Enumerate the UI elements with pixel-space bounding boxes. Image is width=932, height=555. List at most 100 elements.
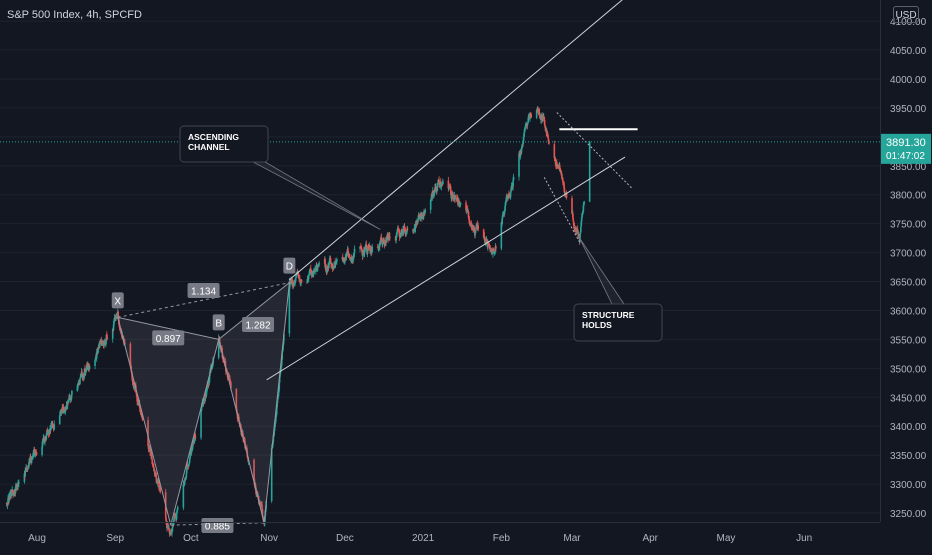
candle-body — [168, 528, 171, 534]
candle-body — [381, 240, 383, 244]
candle-body — [204, 393, 207, 396]
candle-body — [524, 123, 527, 127]
candle-body — [406, 228, 409, 230]
candle-body — [438, 183, 441, 185]
candle-body — [281, 352, 284, 360]
candle-body — [363, 248, 366, 254]
candle-body — [17, 482, 19, 487]
x-tick-label: Aug — [28, 533, 46, 544]
candle-body — [14, 492, 16, 494]
dotted-upper-line — [556, 112, 633, 190]
candle-body — [525, 123, 528, 126]
candle-body — [288, 281, 291, 334]
candle-body — [111, 328, 114, 339]
candle-body — [450, 189, 452, 196]
candle-body — [217, 337, 220, 358]
candle-body — [280, 365, 283, 367]
candle-body — [561, 174, 563, 179]
candle-body — [503, 210, 506, 214]
candle-body — [26, 467, 29, 470]
candle-body — [257, 495, 260, 500]
candle-body — [413, 230, 415, 232]
candle-body — [188, 462, 191, 465]
y-tick-label: 3700.00 — [890, 249, 927, 260]
candle-body — [400, 232, 402, 236]
candle-body — [42, 438, 45, 443]
candle-body — [529, 112, 532, 117]
candle-body — [418, 214, 420, 216]
candle-body — [206, 384, 209, 389]
candle-body — [412, 229, 414, 232]
candle-body — [203, 399, 205, 401]
candle-body — [135, 392, 138, 394]
candle-body — [451, 192, 454, 196]
candle-body — [114, 317, 116, 319]
ratio-box — [242, 317, 275, 333]
candle-body — [6, 504, 9, 506]
candle-body — [275, 415, 277, 422]
candle-body — [228, 375, 231, 381]
y-tick-label: 3350.00 — [890, 451, 927, 462]
y-tick-label: 3550.00 — [890, 335, 927, 346]
candle-body — [275, 414, 278, 416]
candle-body — [68, 397, 70, 401]
candle-body — [49, 428, 51, 434]
candle-body — [306, 278, 309, 283]
y-tick-label: 3500.00 — [890, 364, 927, 375]
candle-body — [345, 252, 348, 257]
candle-body — [88, 365, 91, 370]
candle-body — [176, 510, 178, 514]
callout-box — [179, 125, 269, 163]
y-tick-label: 3850.00 — [890, 162, 927, 173]
candle-body — [450, 194, 453, 199]
candle-body — [106, 334, 108, 337]
candle-body — [579, 234, 581, 242]
candle-body — [312, 274, 315, 277]
candle-body — [193, 439, 196, 442]
candle-body — [46, 430, 48, 434]
candle-body — [35, 451, 37, 453]
candle-body — [437, 182, 439, 187]
candle-body — [131, 378, 134, 381]
candle-body — [100, 340, 103, 344]
candle-body — [519, 150, 522, 158]
candle-body — [520, 148, 523, 153]
candle-body — [153, 469, 156, 474]
candle-body — [206, 388, 208, 392]
currency-button[interactable]: USD — [893, 6, 919, 23]
y-tick-label: 3800.00 — [890, 191, 927, 202]
candle-body — [23, 473, 26, 483]
pattern-label-box — [111, 292, 124, 309]
candle-body — [299, 283, 302, 285]
candle-body — [582, 212, 584, 213]
candle-body — [559, 165, 561, 171]
x-tick-label: Apr — [642, 533, 658, 544]
pattern-ratio-label: 0.885 — [201, 517, 234, 533]
candle-body — [489, 248, 491, 250]
candle-body — [580, 221, 583, 227]
candle-body — [438, 179, 440, 184]
candle-body — [14, 487, 17, 493]
candle-body — [377, 247, 379, 249]
candle-body — [572, 218, 575, 222]
candle-body — [278, 376, 281, 383]
candle-body — [544, 124, 546, 128]
candle-body — [546, 132, 549, 138]
candle-body — [582, 205, 585, 213]
y-tick-label: 3750.00 — [890, 220, 927, 231]
candle-body — [136, 396, 138, 402]
candle-body — [243, 438, 246, 443]
candle-body — [484, 241, 487, 244]
candle-body — [347, 249, 349, 251]
candle-body — [151, 455, 153, 460]
candle-body — [482, 229, 485, 238]
candle-body — [493, 251, 495, 253]
candle-body — [297, 273, 300, 279]
candle-body — [368, 245, 371, 249]
candle-body — [151, 459, 154, 464]
x-tick-label: Sep — [106, 533, 124, 544]
candle-body — [504, 205, 506, 211]
